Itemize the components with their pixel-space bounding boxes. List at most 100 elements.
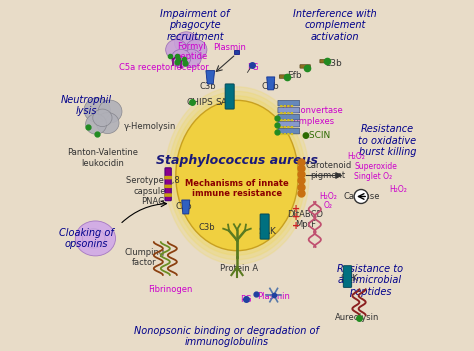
FancyBboxPatch shape	[278, 128, 300, 134]
FancyBboxPatch shape	[278, 121, 300, 127]
FancyBboxPatch shape	[287, 119, 290, 121]
Text: H₂O₂: H₂O₂	[389, 185, 407, 194]
Text: Resistance to
antimicrobial
peptides: Resistance to antimicrobial peptides	[337, 264, 403, 297]
Text: Staphylococcus aureus: Staphylococcus aureus	[156, 154, 318, 167]
FancyBboxPatch shape	[291, 112, 293, 114]
Ellipse shape	[168, 91, 306, 260]
Text: Efb: Efb	[287, 71, 302, 80]
FancyBboxPatch shape	[283, 126, 286, 128]
Text: H₂O₂: H₂O₂	[347, 152, 365, 161]
FancyBboxPatch shape	[287, 105, 290, 107]
Polygon shape	[182, 200, 190, 214]
Text: PG: PG	[240, 295, 252, 304]
Text: C3b: C3b	[200, 82, 216, 91]
FancyBboxPatch shape	[278, 114, 300, 120]
Text: +: +	[292, 212, 300, 223]
Ellipse shape	[96, 113, 119, 133]
Text: CHIPS: CHIPS	[186, 98, 213, 107]
Ellipse shape	[176, 100, 298, 251]
Polygon shape	[234, 49, 239, 54]
FancyBboxPatch shape	[343, 266, 352, 287]
FancyBboxPatch shape	[287, 126, 290, 128]
Text: Protein A: Protein A	[219, 264, 258, 273]
Text: Plasmin: Plasmin	[214, 44, 246, 52]
Ellipse shape	[165, 87, 309, 264]
Text: C3 convertase
complexes: C3 convertase complexes	[282, 106, 343, 126]
FancyBboxPatch shape	[291, 119, 293, 121]
Text: SAK: SAK	[216, 98, 234, 107]
Text: C5a receptor: C5a receptor	[119, 62, 173, 72]
Text: Mechanisms of innate
immune resistance: Mechanisms of innate immune resistance	[185, 179, 289, 198]
Ellipse shape	[185, 40, 207, 60]
Text: SAK: SAK	[258, 227, 276, 236]
Text: C3b: C3b	[324, 59, 342, 68]
Text: Interference with
complement
activation: Interference with complement activation	[293, 8, 377, 42]
Text: Plasmin: Plasmin	[257, 292, 290, 300]
Text: Neutrophil
lysis: Neutrophil lysis	[61, 95, 112, 117]
Text: Formyl
peptide
receptor: Formyl peptide receptor	[173, 42, 210, 72]
FancyBboxPatch shape	[164, 176, 172, 179]
FancyBboxPatch shape	[164, 185, 172, 188]
FancyBboxPatch shape	[300, 65, 310, 68]
FancyBboxPatch shape	[320, 59, 329, 63]
Text: C3b: C3b	[261, 82, 279, 91]
Ellipse shape	[174, 32, 198, 53]
Text: Singlet O₂: Singlet O₂	[354, 172, 392, 181]
Ellipse shape	[182, 49, 201, 67]
Text: Carotenoid
pigment: Carotenoid pigment	[305, 160, 351, 180]
FancyBboxPatch shape	[225, 84, 234, 109]
Ellipse shape	[75, 221, 116, 256]
Text: γ-Hemolysin: γ-Hemolysin	[123, 122, 176, 131]
Text: PG: PG	[247, 62, 258, 72]
Polygon shape	[267, 77, 275, 90]
FancyBboxPatch shape	[283, 119, 286, 121]
Text: Cloaking of
opsonins: Cloaking of opsonins	[59, 228, 114, 249]
Text: Aureolysin: Aureolysin	[336, 313, 380, 322]
Ellipse shape	[172, 96, 302, 255]
Ellipse shape	[166, 40, 187, 60]
Text: Resistance
to oxidative
burst killing: Resistance to oxidative burst killing	[358, 124, 416, 157]
FancyBboxPatch shape	[164, 193, 172, 197]
FancyBboxPatch shape	[165, 168, 171, 201]
Text: O₂: O₂	[323, 201, 332, 210]
Text: Superoxide: Superoxide	[354, 162, 397, 171]
FancyBboxPatch shape	[280, 112, 283, 114]
FancyBboxPatch shape	[287, 112, 290, 114]
Text: +: +	[292, 204, 300, 214]
FancyBboxPatch shape	[260, 214, 269, 239]
Text: Catalase: Catalase	[344, 192, 381, 201]
Ellipse shape	[84, 98, 110, 122]
Ellipse shape	[172, 49, 191, 67]
FancyBboxPatch shape	[291, 105, 293, 107]
FancyBboxPatch shape	[291, 133, 293, 135]
Text: ●SCIN: ●SCIN	[301, 131, 331, 140]
FancyBboxPatch shape	[279, 75, 290, 78]
Text: Panton-Valentine
leukocidin: Panton-Valentine leukocidin	[67, 148, 138, 168]
Text: SAK: SAK	[340, 274, 358, 283]
FancyBboxPatch shape	[287, 133, 290, 135]
FancyBboxPatch shape	[280, 133, 283, 135]
Ellipse shape	[98, 100, 122, 123]
FancyBboxPatch shape	[280, 126, 283, 128]
FancyBboxPatch shape	[278, 107, 300, 113]
Text: C3b: C3b	[199, 224, 216, 232]
FancyBboxPatch shape	[280, 119, 283, 121]
Circle shape	[354, 190, 368, 204]
Text: Clumping
factor: Clumping factor	[124, 248, 164, 267]
FancyBboxPatch shape	[283, 112, 286, 114]
Ellipse shape	[86, 114, 107, 134]
Ellipse shape	[93, 109, 112, 127]
FancyBboxPatch shape	[283, 133, 286, 135]
Text: DltABCD
MprF: DltABCD MprF	[287, 210, 323, 229]
Text: Nonopsonic binding or degradation of
immunoglobulins: Nonopsonic binding or degradation of imm…	[134, 325, 319, 347]
FancyBboxPatch shape	[283, 105, 286, 107]
Text: Serotype 5,8
capsules,
PNAG: Serotype 5,8 capsules, PNAG	[126, 176, 180, 206]
FancyBboxPatch shape	[278, 100, 300, 106]
Text: H₂O₂: H₂O₂	[319, 192, 337, 201]
FancyBboxPatch shape	[280, 105, 283, 107]
Text: Impairment of
phagocyte
recruitment: Impairment of phagocyte recruitment	[160, 8, 230, 42]
Text: +: +	[292, 221, 300, 231]
Text: Fibrinogen: Fibrinogen	[148, 285, 193, 294]
Polygon shape	[206, 71, 215, 84]
Text: C3b: C3b	[175, 203, 192, 211]
